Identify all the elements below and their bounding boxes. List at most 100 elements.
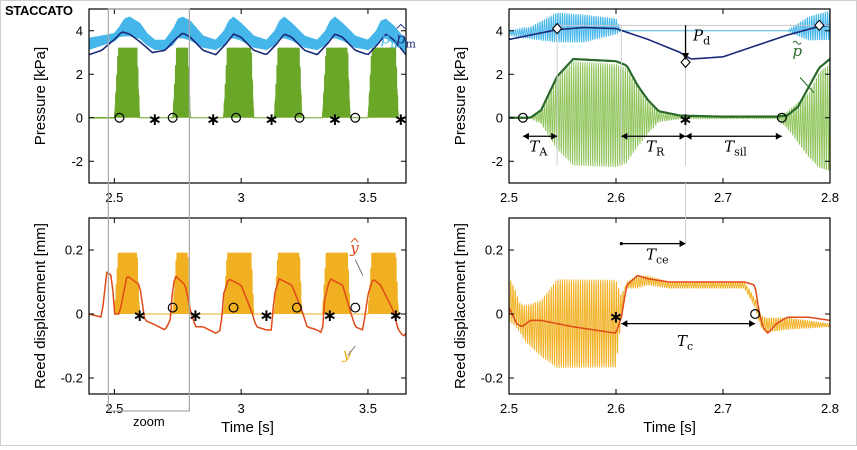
arrow-head (679, 132, 686, 140)
series-p-oscillation (113, 47, 399, 119)
plot-area (509, 218, 830, 368)
x-tick-label: 2.6 (607, 190, 625, 205)
x-tick-label: 2.5 (105, 190, 123, 205)
event-star-marker: ∗ (259, 306, 273, 325)
axes-box (508, 217, 831, 395)
event-circle-marker (294, 112, 305, 123)
x-tick-label: 2.7 (714, 190, 732, 205)
zoom-label: zoom (133, 414, 165, 429)
label-y-hat-leader (354, 259, 364, 276)
event-star-marker: ∗ (609, 308, 623, 327)
label-tr: TR (646, 137, 665, 158)
series-y-hat-line (89, 271, 406, 337)
diamond-marker (551, 22, 563, 35)
hat-accent (350, 237, 359, 243)
label-ta: TA (529, 137, 548, 158)
label-p-leader (372, 80, 383, 94)
series-y-oscillation (113, 252, 399, 315)
event-circle-marker (167, 112, 178, 123)
y-tick-label: 0.2 (65, 243, 83, 258)
x-tick-label: 2.5 (500, 401, 518, 416)
label-y-hat: y (349, 239, 359, 257)
x-tick-label: 2.7 (714, 401, 732, 416)
event-star-marker: ∗ (389, 306, 403, 325)
event-circle-marker (228, 302, 239, 313)
arrow-head (522, 132, 529, 140)
x-tick-label: 2.5 (500, 190, 518, 205)
plot-area (89, 16, 406, 119)
y-tick-label: -0.2 (481, 371, 503, 386)
label-p: p (383, 58, 393, 76)
event-star-marker: ∗ (678, 110, 692, 129)
chart-right-bottom: ∗ 2.5 2.6 2.7 2.8 0.2 0 -0.2 Reed displacement [… (452, 217, 839, 436)
series-y-hat-line (509, 274, 830, 335)
event-circle-marker (750, 309, 761, 320)
chart-right-top: ∗ 2.5 2.6 2.7 2.8 4 2 0 -2 Pressure [kPa] Pd p TA TR T… (452, 8, 839, 205)
label-pm-hat: pm (396, 29, 417, 50)
x-tick-label: 3 (238, 190, 245, 205)
y-axis-label: Reed displacement [mm] (32, 223, 49, 389)
series-pm-oscillation (89, 16, 406, 52)
label-tce: Tce (646, 246, 669, 267)
arrow-head (621, 320, 628, 328)
event-circle-marker (114, 112, 125, 123)
y-tick-label: 0 (496, 307, 503, 322)
y-tick-label: 0 (76, 110, 83, 125)
axes-box (88, 217, 407, 395)
y-tick-label: -2 (491, 154, 503, 169)
event-star-marker: ∗ (133, 306, 147, 325)
y-tick-label: 2 (496, 67, 503, 82)
arrow-head (775, 132, 782, 140)
series-pm-oscillation (509, 10, 830, 43)
y-axis-label: Pressure [kPa] (452, 47, 469, 145)
x-tick-label: 3.5 (359, 190, 377, 205)
event-circle-marker (167, 302, 178, 313)
event-circle-marker (350, 112, 361, 123)
y-tick-label: -0.2 (61, 371, 83, 386)
event-star-marker: ∗ (148, 110, 162, 129)
plot-area (509, 10, 830, 171)
event-circle-marker (517, 112, 528, 123)
arrow-head (621, 132, 628, 140)
x-axis-label: Time [s] (643, 419, 696, 436)
series-y-oscillation (509, 274, 830, 368)
figure-heading: STACCATO (5, 3, 73, 18)
chart-left-bottom: ∗ ∗ ∗ ∗ ∗ 2.5 3 3.5 0.2 0 -0.2 Reed displacement [m… (32, 217, 407, 436)
x-tick-label: 2.5 (105, 401, 123, 416)
event-circle-marker (231, 112, 242, 123)
y-tick-label: 0 (496, 110, 503, 125)
event-star-marker: ∗ (328, 110, 342, 129)
arrow-head (749, 320, 756, 328)
event-star-marker: ∗ (188, 306, 202, 325)
label-p-tilde: p (793, 42, 803, 60)
label-tsil: Tsil (724, 137, 747, 158)
arrow-head (685, 132, 692, 140)
zoom-box (107, 8, 190, 412)
label-tc: Tc (677, 332, 693, 353)
x-axis-label: Time [s] (221, 419, 274, 436)
y-axis-label: Pressure [kPa] (32, 47, 49, 145)
series-pm-hat-line (89, 31, 406, 56)
x-tick-label: 3 (238, 401, 245, 416)
event-star-marker: ∗ (206, 110, 220, 129)
event-circle-marker (350, 302, 361, 313)
plot-area (89, 252, 406, 337)
label-pd: Pd (692, 27, 710, 48)
x-tick-label: 2.8 (821, 401, 839, 416)
x-tick-label: 2.6 (607, 401, 625, 416)
event-circle-marker (291, 302, 302, 313)
diamond-marker (814, 19, 825, 32)
arrow-head (679, 240, 686, 248)
arrow-head (551, 132, 558, 140)
tilde-accent (792, 40, 802, 45)
y-tick-label: 2 (76, 67, 83, 82)
x-tick-label: 3.5 (359, 401, 377, 416)
y-tick-label: 4 (496, 23, 503, 38)
event-star-marker: ∗ (323, 306, 337, 325)
diamond-marker (680, 56, 691, 69)
x-tick-label: 2.8 (821, 190, 839, 205)
hat-accent (396, 23, 406, 29)
y-axis-label: Reed displacement [mm] (452, 223, 469, 389)
